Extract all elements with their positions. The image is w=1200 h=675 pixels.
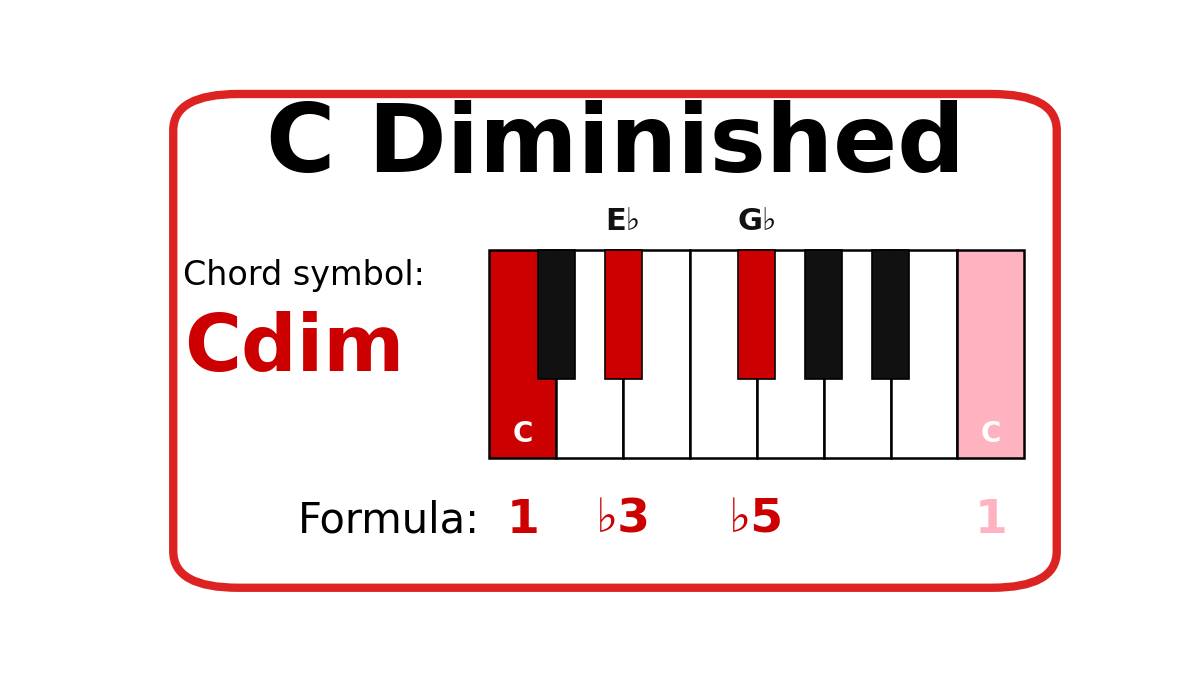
Bar: [557, 250, 623, 458]
Text: E♭: E♭: [606, 207, 641, 236]
FancyBboxPatch shape: [173, 94, 1057, 588]
Bar: [623, 250, 690, 458]
Bar: [738, 250, 775, 379]
Text: Cdim: Cdim: [184, 310, 404, 387]
Bar: [690, 250, 757, 458]
Text: 1: 1: [974, 497, 1007, 543]
Bar: [823, 250, 890, 458]
Text: ♭3: ♭3: [595, 497, 650, 543]
Bar: [890, 250, 958, 458]
Text: C: C: [980, 421, 1001, 448]
Text: C Diminished: C Diminished: [265, 100, 965, 192]
Text: Chord symbol:: Chord symbol:: [182, 259, 425, 292]
Bar: [605, 250, 642, 379]
Text: ♭5: ♭5: [730, 497, 785, 543]
Text: Formula:: Formula:: [298, 500, 480, 541]
Bar: [757, 250, 823, 458]
Bar: [805, 250, 842, 379]
Bar: [958, 250, 1025, 458]
Text: G♭: G♭: [737, 207, 776, 236]
Bar: [538, 250, 575, 379]
Text: 1: 1: [506, 497, 539, 543]
Bar: [490, 250, 557, 458]
Text: C: C: [512, 421, 533, 448]
Bar: [872, 250, 908, 379]
